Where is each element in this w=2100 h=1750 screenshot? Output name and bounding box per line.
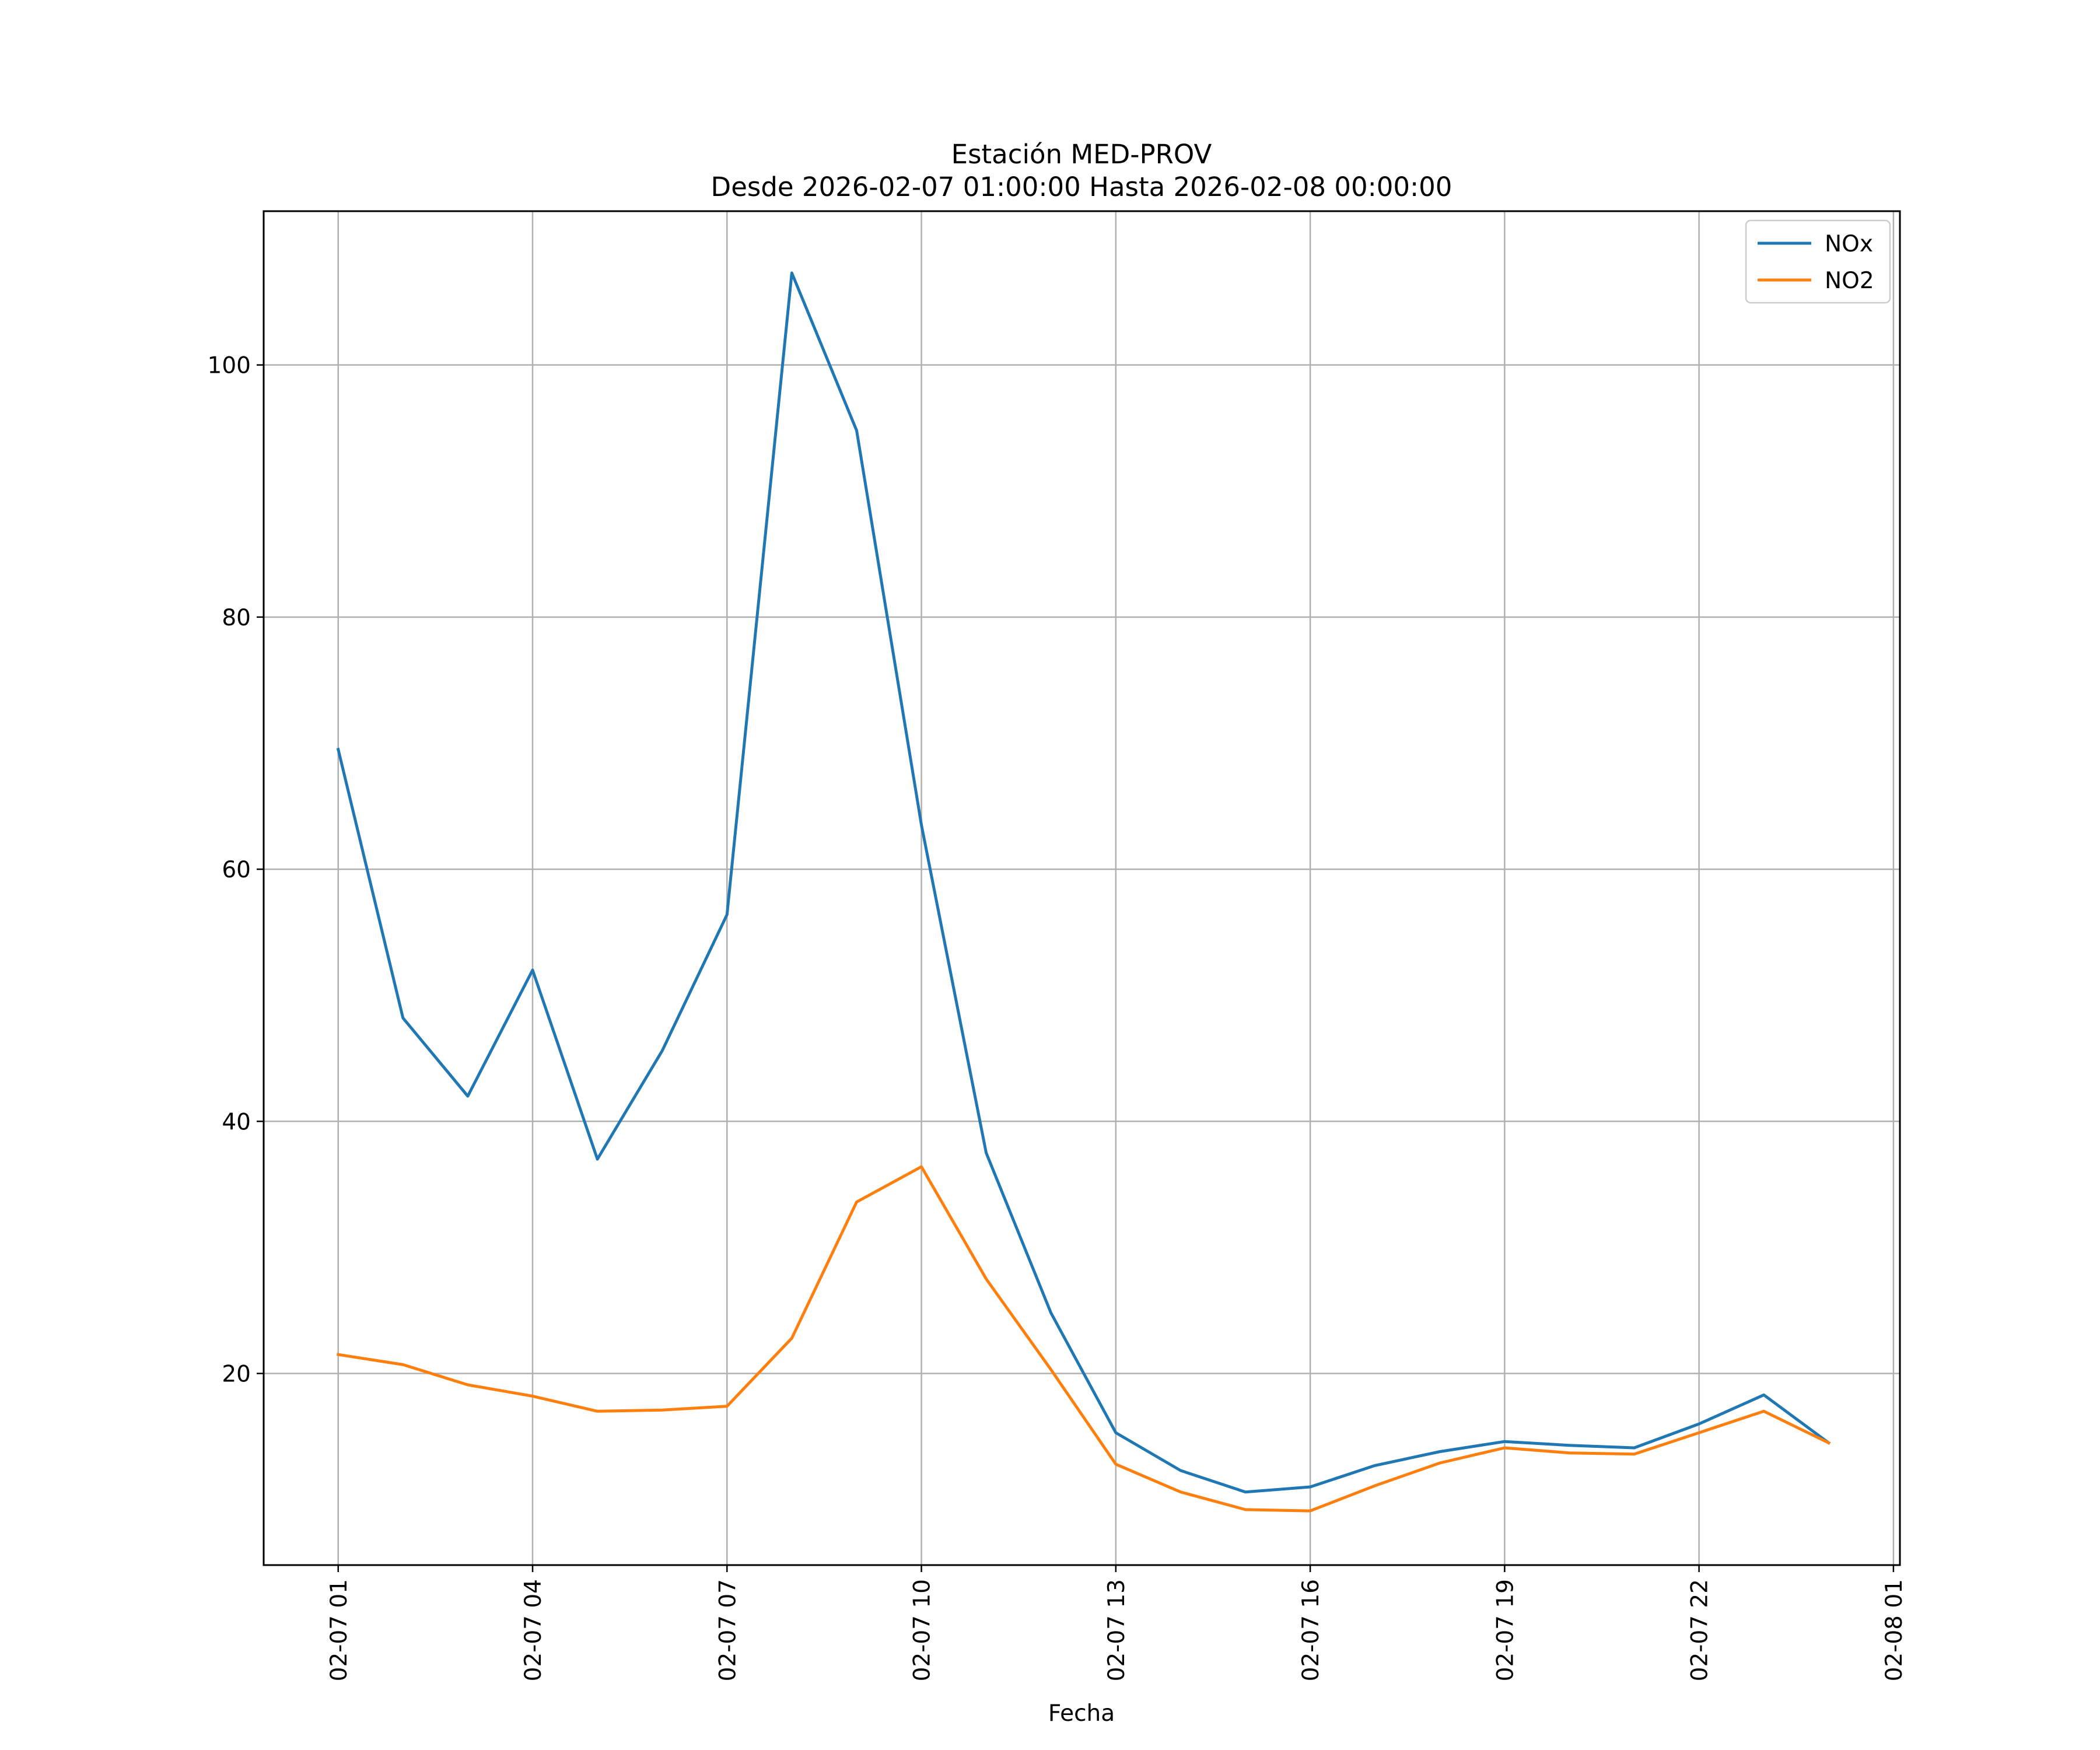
y-tick-label: 20 bbox=[222, 1362, 251, 1388]
x-tick-label: 02-07 22 bbox=[1687, 1579, 1713, 1681]
y-tick-label: 100 bbox=[208, 353, 251, 379]
x-tick-label: 02-07 04 bbox=[520, 1579, 547, 1681]
plot-frame bbox=[262, 210, 1901, 1566]
legend-label-nox: NOx bbox=[1825, 231, 1873, 257]
legend-label-no2: NO2 bbox=[1825, 268, 1874, 294]
chart-title: Estación MED-PROV bbox=[951, 139, 1212, 170]
chart-subtitle: Desde 2026-02-07 01:00:00 Hasta 2026-02-… bbox=[711, 172, 1452, 202]
series-line-no2 bbox=[336, 1165, 1831, 1513]
x-tick-label: 02-07 10 bbox=[909, 1579, 936, 1681]
x-tick-label: 02-08 01 bbox=[1881, 1579, 1908, 1681]
x-tick-label: 02-07 13 bbox=[1104, 1579, 1130, 1681]
x-tick-label: 02-07 07 bbox=[715, 1579, 741, 1681]
y-tick-label: 80 bbox=[222, 605, 251, 631]
x-tick-label: 02-07 01 bbox=[326, 1579, 352, 1681]
grid-lines bbox=[264, 211, 1900, 1565]
legend: NOx NO2 bbox=[1745, 219, 1891, 304]
legend-box bbox=[1745, 219, 1891, 304]
axis-ticks: 02-07 01 02-07 04 02-07 07 02-07 10 02-07 13… bbox=[208, 353, 1908, 1682]
x-axis-label: Fecha bbox=[1048, 1700, 1115, 1727]
x-tick-label: 02-07 19 bbox=[1492, 1579, 1518, 1681]
y-tick-label: 60 bbox=[222, 857, 251, 883]
x-tick-label: 02-07 16 bbox=[1298, 1579, 1324, 1681]
series-layer bbox=[336, 271, 1831, 1513]
series-line-nox bbox=[336, 271, 1831, 1494]
y-tick-label: 40 bbox=[222, 1109, 251, 1135]
